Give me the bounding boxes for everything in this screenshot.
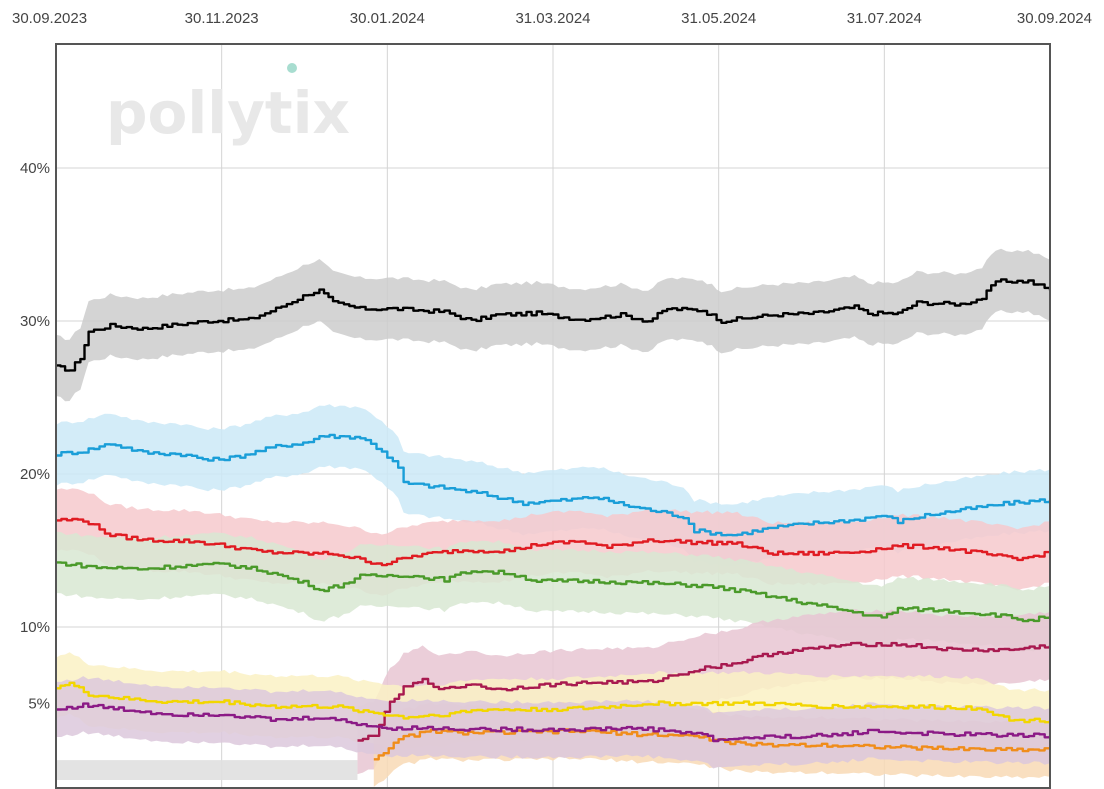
x-tick-label: 30.01.2024	[350, 10, 425, 27]
confidence-band	[56, 248, 1050, 402]
y-tick-label: 10%	[20, 619, 50, 636]
x-tick-label: 30.11.2023	[185, 10, 259, 27]
series-line	[357, 641, 1050, 742]
y-tick-label: 5%	[28, 696, 50, 713]
pollytix-watermark: pollytix	[106, 79, 350, 147]
x-tick-label: 31.05.2024	[681, 10, 756, 27]
series-line	[56, 278, 1050, 372]
pollytix-watermark-dot	[287, 63, 297, 73]
x-tick-label: 30.09.2024	[1017, 10, 1092, 27]
series-line	[56, 681, 1050, 724]
series-line-layer	[56, 278, 1050, 761]
x-tick-label: 31.07.2024	[847, 10, 922, 27]
series-line	[56, 702, 1050, 743]
confidence-band	[56, 676, 1050, 769]
y-tick-label: 40%	[20, 160, 50, 177]
x-tick-label: 31.03.2024	[515, 10, 590, 27]
y-tick-label: 30%	[20, 313, 50, 330]
x-axis-tick-labels: 30.09.2023 30.11.2023 30.01.2024 31.03.2024…	[12, 10, 1092, 27]
y-axis-tick-labels: 5% 10% 20% 30% 40%	[20, 160, 50, 713]
series-line	[56, 561, 1050, 623]
x-tick-label: 30.09.2023	[12, 10, 87, 27]
series-line	[56, 517, 1050, 567]
background-band	[56, 760, 358, 780]
plot-frame	[55, 43, 1051, 789]
series-line	[56, 433, 1050, 537]
y-tick-label: 20%	[20, 466, 50, 483]
